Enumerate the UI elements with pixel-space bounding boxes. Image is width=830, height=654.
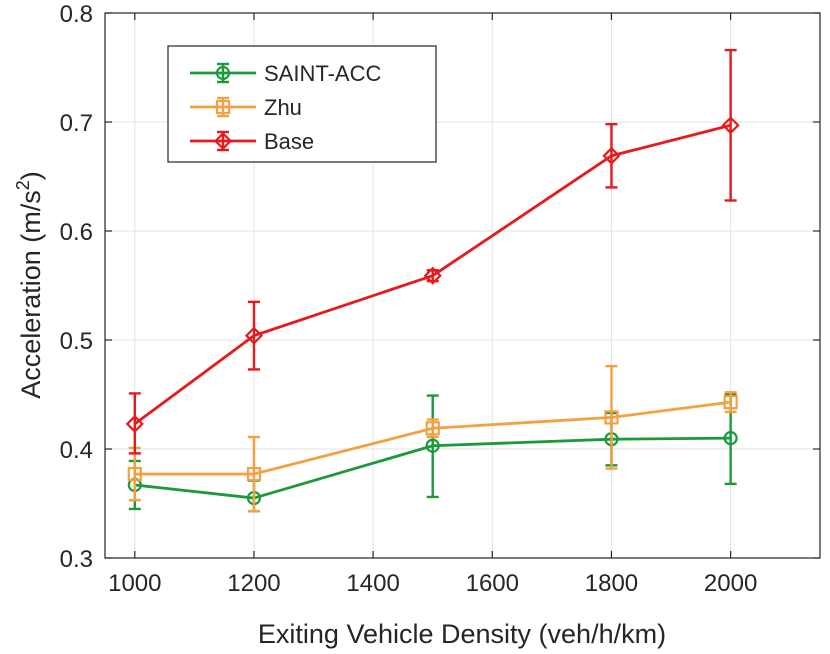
y-tick-label: 0.4 [60, 437, 93, 464]
x-tick-label: 1200 [227, 570, 280, 597]
legend-item-zhu: Zhu [190, 95, 302, 120]
legend-item-base: Base [190, 129, 314, 154]
legend-items: SAINT-ACC Zhu Base [190, 61, 381, 154]
data-point-zhu [425, 421, 440, 436]
y-axis-title-superscript: 2 [13, 180, 33, 190]
tick-labels: 1000 1200 1400 1600 1800 2000 0.3 0.4 0.5 0.6 0.7 0… [60, 1, 758, 597]
legend-item-saint-acc: SAINT-ACC [190, 61, 381, 86]
legend-label-saint-acc: SAINT-ACC [264, 61, 381, 86]
plot-area-frame [104, 12, 821, 559]
x-tick-label: 2000 [704, 570, 757, 597]
legend-label-zhu: Zhu [264, 95, 302, 120]
data-point-saint-acc [425, 438, 440, 453]
data-point-base [244, 326, 264, 345]
y-axis-title-close: ) [16, 171, 46, 180]
data-point-base [602, 146, 621, 165]
legend-box [167, 45, 437, 163]
x-axis-title: Exiting Vehicle Density (veh/h/km) [258, 619, 666, 649]
y-tick-label: 0.3 [60, 546, 93, 573]
data-point-zhu [604, 410, 619, 425]
y-tick-label: 0.7 [60, 110, 93, 137]
data-point-base [423, 266, 442, 285]
series-zhu [127, 364, 738, 513]
data-point-zhu [127, 466, 142, 482]
data-point-base [125, 414, 144, 433]
series-layer [125, 48, 740, 513]
y-tick-label: 0.5 [60, 328, 93, 355]
data-point-saint-acc [723, 431, 738, 446]
legend-marker-zhu [215, 99, 231, 115]
y-axis-title: Acceleration (m/s2) [13, 171, 46, 399]
ticks [105, 12, 820, 559]
x-tick-label: 1400 [346, 570, 399, 597]
data-point-zhu [246, 466, 262, 482]
legend-marker-base [213, 131, 233, 151]
legend-label-base: Base [264, 129, 314, 154]
x-tick-label: 1800 [585, 570, 638, 597]
legend: SAINT-ACC Zhu Base [167, 45, 437, 163]
legend-marker-saint-acc [215, 65, 231, 81]
series-base [125, 48, 740, 455]
data-point-base [721, 116, 740, 135]
data-point-zhu [723, 395, 738, 410]
y-tick-label: 0.8 [60, 1, 93, 28]
y-tick-label: 0.6 [60, 219, 93, 246]
y-axis-title-main: Acceleration (m/s [16, 190, 46, 399]
x-tick-label: 1600 [466, 570, 519, 597]
x-tick-label: 1000 [108, 570, 161, 597]
